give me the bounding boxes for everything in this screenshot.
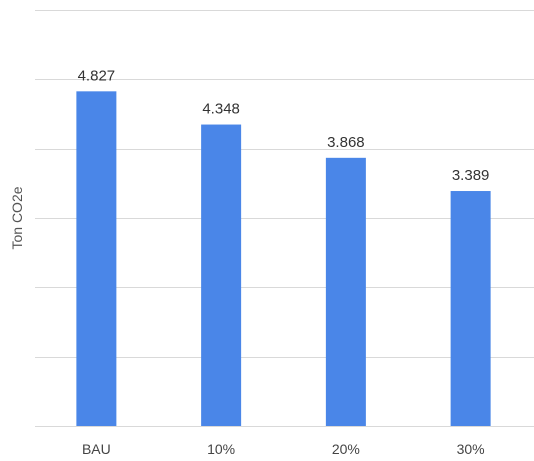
x-tick-label: BAU	[82, 441, 111, 457]
data-labels: 4.827 4.348 3.868 3.389	[78, 67, 490, 184]
gridlines	[35, 10, 534, 427]
x-tick-label: 10%	[207, 441, 235, 457]
data-label: 4.827	[78, 67, 116, 84]
bars	[76, 91, 491, 426]
data-label: 3.389	[452, 167, 490, 184]
bar-10-pct	[201, 124, 242, 426]
bar-bau	[76, 91, 117, 426]
x-tick-label: 20%	[332, 441, 360, 457]
x-axis-tick-labels: BAU 10% 20% 30%	[82, 441, 485, 457]
bar-20-pct	[325, 157, 366, 426]
data-label: 3.868	[327, 134, 365, 151]
bar-30-pct	[450, 191, 491, 426]
y-axis-title: Ton CO2e	[9, 186, 25, 249]
data-label: 4.348	[202, 101, 240, 118]
x-tick-label: 30%	[457, 441, 485, 457]
